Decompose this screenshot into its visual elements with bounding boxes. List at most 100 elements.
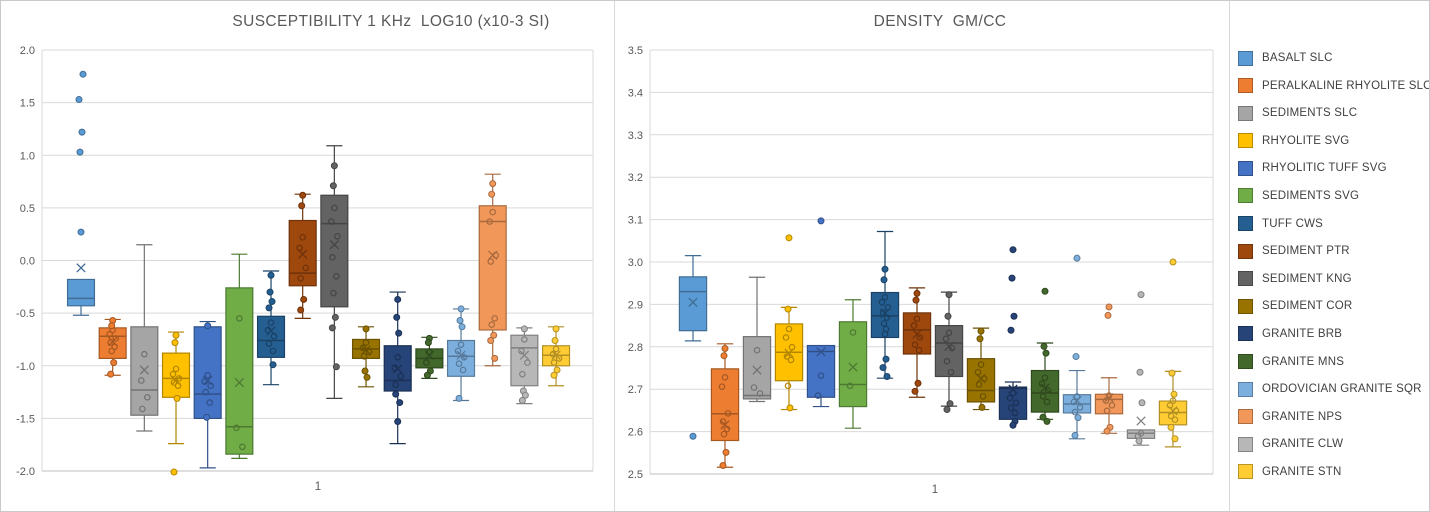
legend-label: SEDIMENT COR xyxy=(1262,300,1353,313)
mean-x-marker xyxy=(1136,416,1146,426)
svg-text:3.4: 3.4 xyxy=(628,87,643,99)
box-series-tuff-cws xyxy=(870,230,900,380)
svg-text:2.9: 2.9 xyxy=(628,299,643,311)
box-series-sediment-cor xyxy=(351,325,381,388)
mean-x-marker xyxy=(329,240,340,250)
svg-text:3.0: 3.0 xyxy=(628,257,643,269)
box-series-granite-nps xyxy=(1094,303,1124,435)
mean-x-marker xyxy=(944,341,954,352)
box-series-sediments-slc xyxy=(742,276,772,403)
legend-item-sediment-ptr: SEDIMENT PTR xyxy=(1238,243,1429,259)
legend-label: RHYOLITIC TUFF SVG xyxy=(1262,162,1387,175)
mean-x-marker xyxy=(76,263,86,273)
density-chart-panel: DENSITY GM/CC 3.5 3.4 3.3 3.2 3.1 3.0 2.9 2.8 2.… xyxy=(615,1,1230,511)
box-series-granite-stn xyxy=(541,325,571,387)
svg-text:2.6: 2.6 xyxy=(628,427,643,439)
legend-label: GRANITE NPS xyxy=(1262,410,1343,423)
mean-x-marker xyxy=(848,362,858,372)
svg-text:2.0: 2.0 xyxy=(20,45,35,57)
legend-item-sediment-cor: SEDIMENT COR xyxy=(1238,298,1429,314)
box-series-peralkaline-rhyolite-slc xyxy=(710,343,740,470)
mean-x-marker xyxy=(752,365,762,375)
mean-x-marker xyxy=(234,377,245,388)
x-axis-tick-label: 1 xyxy=(315,481,321,493)
legend-item-sediments-slc: SEDIMENTS SLC xyxy=(1238,105,1429,121)
box-series-granite-mns xyxy=(1030,287,1060,425)
susceptibility-box-plot: 2.0 1.5 1.0 0.5 0.0 -0.5 -1.0 -1.5 -2.0 1 xyxy=(16,45,594,493)
svg-text:-0.5: -0.5 xyxy=(16,308,35,320)
box-series-granite-clw xyxy=(510,325,539,405)
legend-swatch xyxy=(1238,354,1253,370)
legend-item-tuff-cws: TUFF CWS xyxy=(1238,216,1429,232)
svg-text:1.0: 1.0 xyxy=(20,150,35,162)
mean-x-marker xyxy=(784,348,794,358)
mean-x-marker xyxy=(139,365,149,375)
box-series-sediment-cor xyxy=(966,327,996,411)
box-series-granite-nps xyxy=(478,173,507,367)
mean-x-marker xyxy=(266,326,276,336)
x-axis-tick-label: 1 xyxy=(932,484,938,496)
legend-label: SEDIMENTS SVG xyxy=(1262,189,1360,202)
legend-label: SEDIMENT PTR xyxy=(1262,245,1350,258)
box-series-sediment-kng xyxy=(320,145,349,399)
box-series-sediment-ptr xyxy=(902,287,932,398)
legend-item-granite-brb: GRANITE BRB xyxy=(1238,326,1429,342)
svg-text:2.7: 2.7 xyxy=(628,384,643,396)
mean-x-marker xyxy=(976,373,986,384)
svg-text:3.5: 3.5 xyxy=(628,45,643,57)
legend-swatch xyxy=(1238,271,1253,287)
mean-x-marker xyxy=(488,250,498,260)
mean-x-marker xyxy=(171,375,181,386)
legend-label: TUFF CWS xyxy=(1262,217,1324,230)
mean-x-marker xyxy=(1072,395,1082,406)
legend-item-ordovician-granite-sqr: ORDOVICIAN GRANITE SQR xyxy=(1238,381,1429,397)
legend-label: ORDOVICIAN GRANITE SQR xyxy=(1262,383,1422,396)
legend-item-sediments-svg: SEDIMENTS SVG xyxy=(1238,188,1429,204)
svg-text:3.2: 3.2 xyxy=(628,172,643,184)
legend-label: GRANITE STN xyxy=(1262,465,1342,478)
legend-item-granite-clw: GRANITE CLW xyxy=(1238,436,1429,452)
mean-x-marker xyxy=(1168,406,1178,416)
box-series-granite-stn xyxy=(1158,258,1188,448)
box-series-tuff-cws xyxy=(256,270,286,386)
mean-x-marker xyxy=(361,345,371,355)
mean-x-marker xyxy=(816,347,826,357)
y-axis-tick-labels: 2.0 1.5 1.0 0.5 0.0 -0.5 -1.0 -1.5 -2.0 xyxy=(16,45,35,478)
legend-swatch xyxy=(1238,464,1253,480)
mean-x-marker xyxy=(424,350,435,360)
mean-x-marker xyxy=(108,336,118,347)
mean-x-marker xyxy=(298,249,308,259)
legend-item-granite-mns: GRANITE MNS xyxy=(1238,354,1429,370)
mean-x-marker xyxy=(912,329,922,339)
box-series-rhyolitic-tuff-svg xyxy=(806,217,836,408)
mean-x-marker xyxy=(203,375,213,386)
legend-item-granite-nps: GRANITE NPS xyxy=(1238,409,1429,425)
box-series-granite-mns xyxy=(415,334,444,379)
legend-swatch xyxy=(1238,298,1253,314)
legend-label: RHYOLITE SVG xyxy=(1262,134,1350,147)
box-series-granite-clw xyxy=(1126,291,1156,446)
box-series-sediment-ptr xyxy=(288,191,317,319)
legend-items: BASALT SLC PERALKALINE RHYOLITE SLC SEDI… xyxy=(1238,50,1430,480)
legend-swatch xyxy=(1238,326,1253,342)
legend-swatch xyxy=(1238,160,1253,176)
legend-item-sediment-kng: SEDIMENT KNG xyxy=(1238,271,1429,287)
susceptibility-chart-title: SUSCEPTIBILITY 1 KHz LOG10 (x10-3 SI) xyxy=(232,13,550,30)
legend-item-rhyolite-svg: RHYOLITE SVG xyxy=(1238,133,1429,149)
legend-label: GRANITE CLW xyxy=(1262,438,1344,451)
legend-swatch xyxy=(1238,409,1253,425)
box-series-rhyolitic-tuff-svg xyxy=(193,320,222,469)
box-series-sediment-kng xyxy=(934,291,964,414)
box-series-peralkaline-rhyolite-slc xyxy=(98,316,127,378)
density-box-plot: 3.5 3.4 3.3 3.2 3.1 3.0 2.9 2.8 2.7 2.6 2.5 1 xyxy=(628,45,1214,496)
legend-label: GRANITE MNS xyxy=(1262,355,1345,368)
mean-x-marker xyxy=(551,350,561,360)
box-series-ordovician-granite-sqr xyxy=(446,305,476,402)
box-series-basalt-slc xyxy=(678,255,708,440)
density-chart-title: DENSITY GM/CC xyxy=(873,13,1007,30)
svg-text:0.0: 0.0 xyxy=(20,256,35,268)
legend-item-granite-stn: GRANITE STN xyxy=(1238,464,1429,480)
legend-label: PERALKALINE RHYOLITE SLC xyxy=(1262,79,1430,92)
svg-text:1.5: 1.5 xyxy=(20,98,35,110)
